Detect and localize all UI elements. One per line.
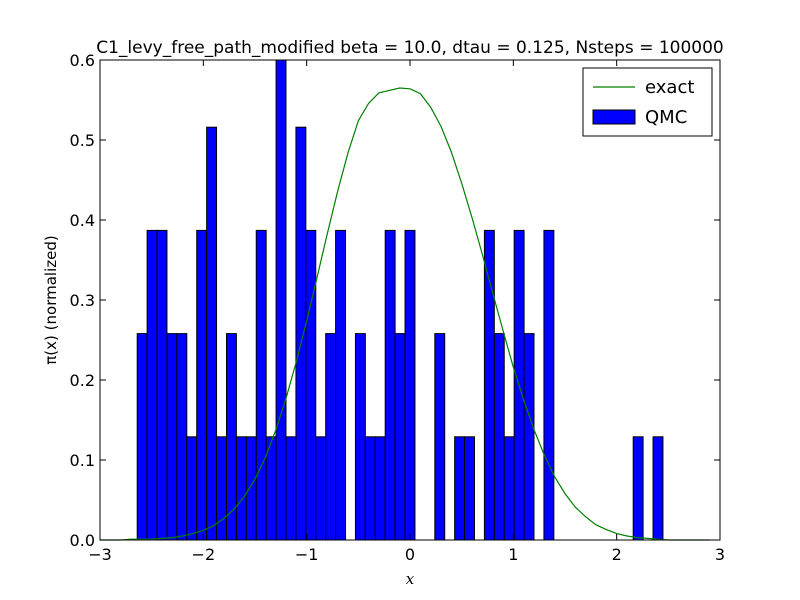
y-tick-label: 0.3 bbox=[70, 291, 95, 310]
legend-box bbox=[582, 67, 713, 137]
axes-layer: −3 −2 −1 0 1 2 3 0.0 0.1 0.2 0.3 0.4 0.5 0.6 bbox=[70, 51, 726, 564]
y-tick-label: 0.0 bbox=[70, 531, 95, 550]
x-tick-label: 3 bbox=[715, 545, 725, 564]
x-tick-label: 1 bbox=[508, 545, 518, 564]
histogram-bar bbox=[275, 59, 287, 541]
bars-layer bbox=[136, 59, 664, 541]
histogram-bar bbox=[394, 333, 406, 541]
y-tick-label: 0.2 bbox=[70, 371, 95, 390]
histogram-bar bbox=[255, 229, 267, 541]
x-tick-label: −3 bbox=[88, 545, 112, 564]
legend-swatch-patch bbox=[592, 109, 636, 125]
legend-label: exact bbox=[645, 77, 694, 98]
histogram-bar bbox=[464, 436, 475, 541]
histogram-bar bbox=[216, 436, 227, 541]
histogram-bar bbox=[186, 436, 198, 541]
histogram-bar bbox=[652, 436, 664, 541]
histogram-bar bbox=[404, 229, 416, 541]
y-tick-label: 0.6 bbox=[70, 51, 95, 70]
y-tick-label: 0.5 bbox=[70, 131, 95, 150]
histogram-bar bbox=[354, 333, 366, 541]
x-tick-label: −1 bbox=[295, 545, 319, 564]
histogram-bar bbox=[503, 436, 515, 541]
x-axis-label: x bbox=[406, 570, 415, 588]
histogram-bar bbox=[325, 333, 337, 541]
histogram-bar bbox=[434, 333, 446, 541]
x-tick-label: −2 bbox=[192, 545, 216, 564]
histogram-bar bbox=[235, 436, 247, 541]
chart-title: C1_levy_free_path_modified beta = 10.0, … bbox=[96, 38, 724, 58]
histogram-bar bbox=[364, 436, 376, 541]
histogram-bar bbox=[295, 126, 307, 541]
legend: exact QMC bbox=[582, 67, 713, 137]
histogram-bar bbox=[136, 333, 148, 541]
histogram-bar bbox=[374, 436, 386, 541]
histogram-bar bbox=[632, 436, 644, 541]
histogram-bar bbox=[493, 333, 505, 541]
histogram-bar bbox=[454, 436, 466, 541]
histogram-bar bbox=[543, 229, 555, 541]
histogram-bar bbox=[146, 229, 158, 541]
histogram-bar bbox=[156, 229, 168, 541]
histogram-bar bbox=[285, 436, 297, 541]
y-tick-label: 0.1 bbox=[70, 451, 95, 470]
histogram-bar bbox=[206, 126, 218, 541]
histogram-bar bbox=[523, 333, 535, 541]
legend-label: QMC bbox=[645, 107, 687, 128]
histogram-bar bbox=[335, 229, 347, 541]
histogram-bar bbox=[196, 229, 208, 541]
histogram-bar bbox=[166, 333, 178, 541]
line-layer bbox=[100, 87, 710, 541]
histogram-bar bbox=[483, 229, 495, 541]
histogram-bar bbox=[315, 436, 327, 541]
x-tick-label: 0 bbox=[405, 545, 415, 564]
histogram-bar bbox=[245, 436, 257, 541]
series-line-exact bbox=[100, 87, 710, 541]
histogram-bar bbox=[384, 229, 396, 541]
histogram-bar bbox=[225, 333, 237, 541]
x-tick-label: 2 bbox=[612, 545, 622, 564]
histogram-bar bbox=[305, 229, 317, 541]
histogram-bar bbox=[176, 333, 188, 541]
y-axis-label: π(x) (normalized) bbox=[42, 235, 60, 364]
y-tick-label: 0.4 bbox=[70, 211, 95, 230]
